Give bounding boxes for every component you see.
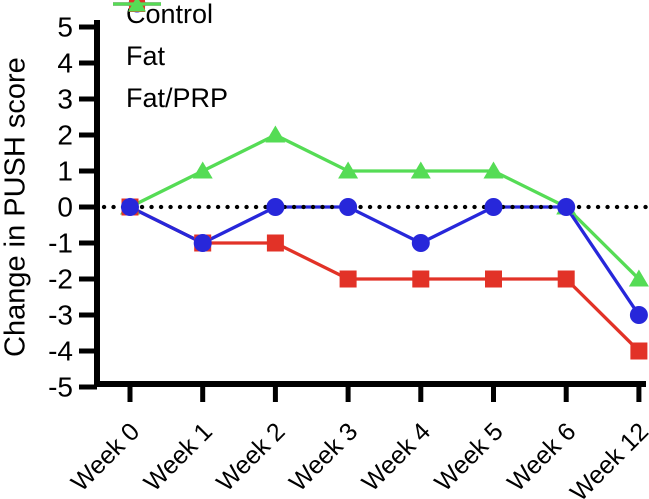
chart-legend: Control Fat Fat/PRP — [113, 0, 228, 119]
y-tick-label: -3 — [48, 300, 73, 331]
data-point-triangle — [483, 161, 504, 179]
data-point-square — [412, 270, 430, 288]
y-tick-label: 0 — [57, 192, 73, 223]
series-line-fat — [129, 205, 641, 353]
triangle-marker-icon — [113, 0, 161, 12]
data-point-circle — [121, 198, 139, 216]
series-line-control — [129, 205, 641, 316]
data-point-circle — [339, 198, 358, 216]
series-line-fat-prp — [129, 133, 641, 281]
legend-item-fat: Fat — [113, 0, 228, 77]
data-point-square — [485, 270, 502, 288]
data-point-circle — [193, 234, 212, 252]
y-tick-label: 1 — [57, 156, 73, 187]
data-point-square — [266, 234, 284, 252]
x-tick-label: Week 1 — [139, 417, 218, 496]
data-point-triangle — [628, 269, 649, 287]
data-point-circle — [266, 198, 285, 216]
y-tick-label: 4 — [57, 48, 73, 79]
data-point-triangle — [192, 161, 213, 179]
x-tick-label: Week 3 — [284, 417, 363, 496]
y-tick-label: 2 — [57, 120, 73, 151]
y-tick-label: 3 — [57, 84, 73, 115]
legend-label: Fat/PRP — [126, 82, 229, 113]
y-tick-label: -5 — [48, 372, 73, 403]
y-tick-label: -2 — [48, 264, 73, 295]
data-point-triangle — [265, 125, 286, 143]
data-point-circle — [557, 198, 576, 216]
y-tick-label: 5 — [57, 12, 73, 43]
data-point-triangle — [338, 161, 359, 179]
data-point-circle — [629, 306, 648, 324]
x-tick-label: Week 0 — [66, 417, 145, 496]
data-point-square — [339, 270, 357, 288]
x-tick-label: Week 12 — [565, 417, 649, 499]
series-markers-control — [121, 198, 648, 324]
data-point-circle — [411, 234, 430, 252]
x-tick-label: Week 2 — [211, 417, 290, 496]
x-tick-label: Week 5 — [429, 417, 508, 496]
legend-label: Fat — [126, 40, 166, 71]
data-point-triangle — [410, 161, 431, 179]
data-point-square — [630, 342, 648, 360]
y-tick-label: -1 — [48, 228, 73, 259]
y-tick-label: -4 — [48, 336, 73, 367]
data-point-square — [557, 270, 575, 288]
data-point-circle — [484, 198, 503, 216]
legend-item-fat-prp: Fat/PRP — [113, 0, 229, 119]
data-point-triangle — [128, 0, 146, 12]
x-tick-label: Week 4 — [357, 417, 436, 496]
